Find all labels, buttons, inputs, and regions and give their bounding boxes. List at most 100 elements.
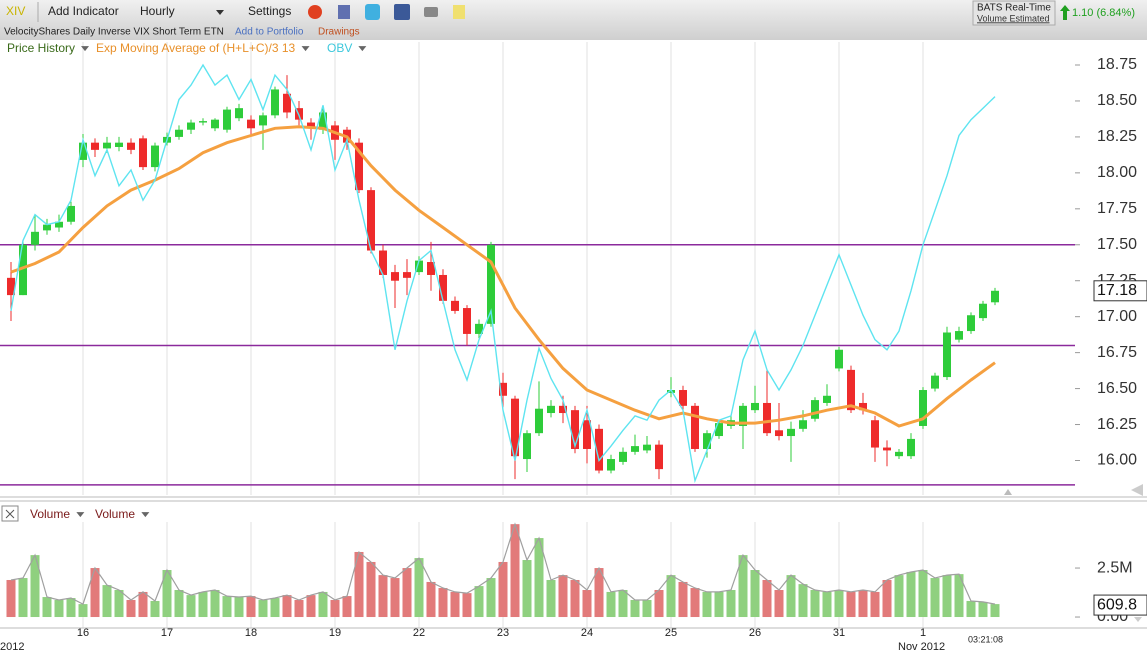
dropdown-arrow[interactable] [141,512,150,518]
candle-body [595,428,603,471]
candle-body [199,121,207,123]
candle-body [655,444,663,470]
candle-body [751,402,759,411]
volume-bar [318,591,328,618]
x-tick-label: 25 [665,627,677,639]
candle-body [871,420,879,448]
interval-select[interactable]: Hourly [140,4,175,18]
candle-body [79,142,87,160]
candle-body [187,122,195,130]
volume-bar [678,581,688,618]
volume-bar [438,588,448,618]
volume-bar [426,581,436,618]
volume-bar [450,591,460,618]
change-label: 1.10 (6.84%) [1072,7,1135,19]
volume-bar [138,591,148,618]
volume-bar [222,596,232,618]
plot [0,63,1075,618]
volume-bar [582,589,592,618]
candle-body [943,332,951,378]
candle-body [955,331,963,340]
x-tick-label: 19 [329,627,341,639]
candle-body [367,190,375,251]
camera-icon[interactable] [424,7,438,17]
volume-bar [762,579,772,618]
legend-price[interactable]: Price History [7,41,75,55]
legend-obv[interactable]: OBV [327,41,352,55]
candle-body [463,308,471,334]
volume-bar [690,588,700,618]
note-icon[interactable] [453,5,465,19]
alarm-icon[interactable] [308,5,322,19]
volume-bar [126,599,136,618]
last-value-box [1093,280,1147,302]
volume-bar [354,551,364,618]
candle-body [739,405,747,426]
y-tick-label: 18.25 [1097,128,1137,145]
volume-note[interactable]: Volume Estimated [977,13,1050,23]
candle-body [799,420,807,429]
volume-bar [30,555,40,618]
volume-bar [858,589,868,618]
dropdown-arrow[interactable] [301,46,310,52]
twitter-icon[interactable] [365,4,380,20]
candle-body [499,382,507,396]
volume-bar [342,596,352,618]
candle-body [511,398,519,457]
book-icon[interactable] [338,5,350,19]
x-tick-label: 1 [920,627,926,639]
candle-body [247,119,255,129]
dropdown-arrow[interactable] [76,512,85,518]
candle-body [775,430,783,437]
volume-bar [114,589,124,618]
instrument-name: VelocityShares Daily Inverse VIX Short T… [4,27,224,38]
volume-bar [570,579,580,618]
y-tick-label: 18.00 [1097,164,1137,181]
volume-bar [630,599,640,618]
candle-body [487,244,495,324]
volume-bar [6,579,16,618]
candle-body [631,446,639,452]
candle-body [439,274,447,301]
volume-bar [558,575,568,618]
legend-volume[interactable]: Volume [30,507,70,521]
volume-bar [834,589,844,618]
drawings-link[interactable]: Drawings [318,27,360,38]
candle-body [607,459,615,471]
dropdown-arrow[interactable] [81,46,90,52]
facebook-icon[interactable] [394,4,410,20]
candle-body [907,438,915,457]
y-tick-label: 2.5M [1097,559,1133,576]
candle-body [559,405,567,414]
legend-volume[interactable]: Volume [95,507,135,521]
close-icon[interactable] [5,509,15,519]
volume-bar [246,596,256,618]
volume-bar [258,599,268,618]
legend-ema[interactable]: Exp Moving Average of (H+L+C)/3 13 [96,41,296,55]
scroll-marker[interactable] [1004,489,1012,495]
candle-body [883,447,891,451]
volume-bar [882,579,892,618]
scroll-arrow[interactable] [1134,617,1142,622]
y-tick-label: 18.75 [1097,56,1137,73]
candle-body [919,390,927,426]
settings-button[interactable]: Settings [248,4,291,18]
volume-bar [894,575,904,618]
add-to-portfolio-link[interactable]: Add to Portfolio [235,27,304,38]
x-tick-label: 17 [161,627,173,639]
volume-bar [186,595,196,618]
x-tick-label: 24 [581,627,593,639]
add-indicator-button[interactable]: Add Indicator [48,4,119,18]
volume-bar [414,558,424,618]
volume-bar [522,560,532,618]
candle-body [787,428,795,437]
dropdown-arrow[interactable] [358,46,367,52]
symbol[interactable]: XIV [6,4,25,18]
y-tick-label: 17.50 [1097,236,1137,253]
scroll-arrow[interactable] [1131,484,1143,496]
volume-bar [990,604,1000,618]
candle-body [967,315,975,332]
dropdown-arrow[interactable] [216,10,224,15]
feed-label: BATS Real-Time [977,3,1051,14]
candle-body [115,142,123,147]
